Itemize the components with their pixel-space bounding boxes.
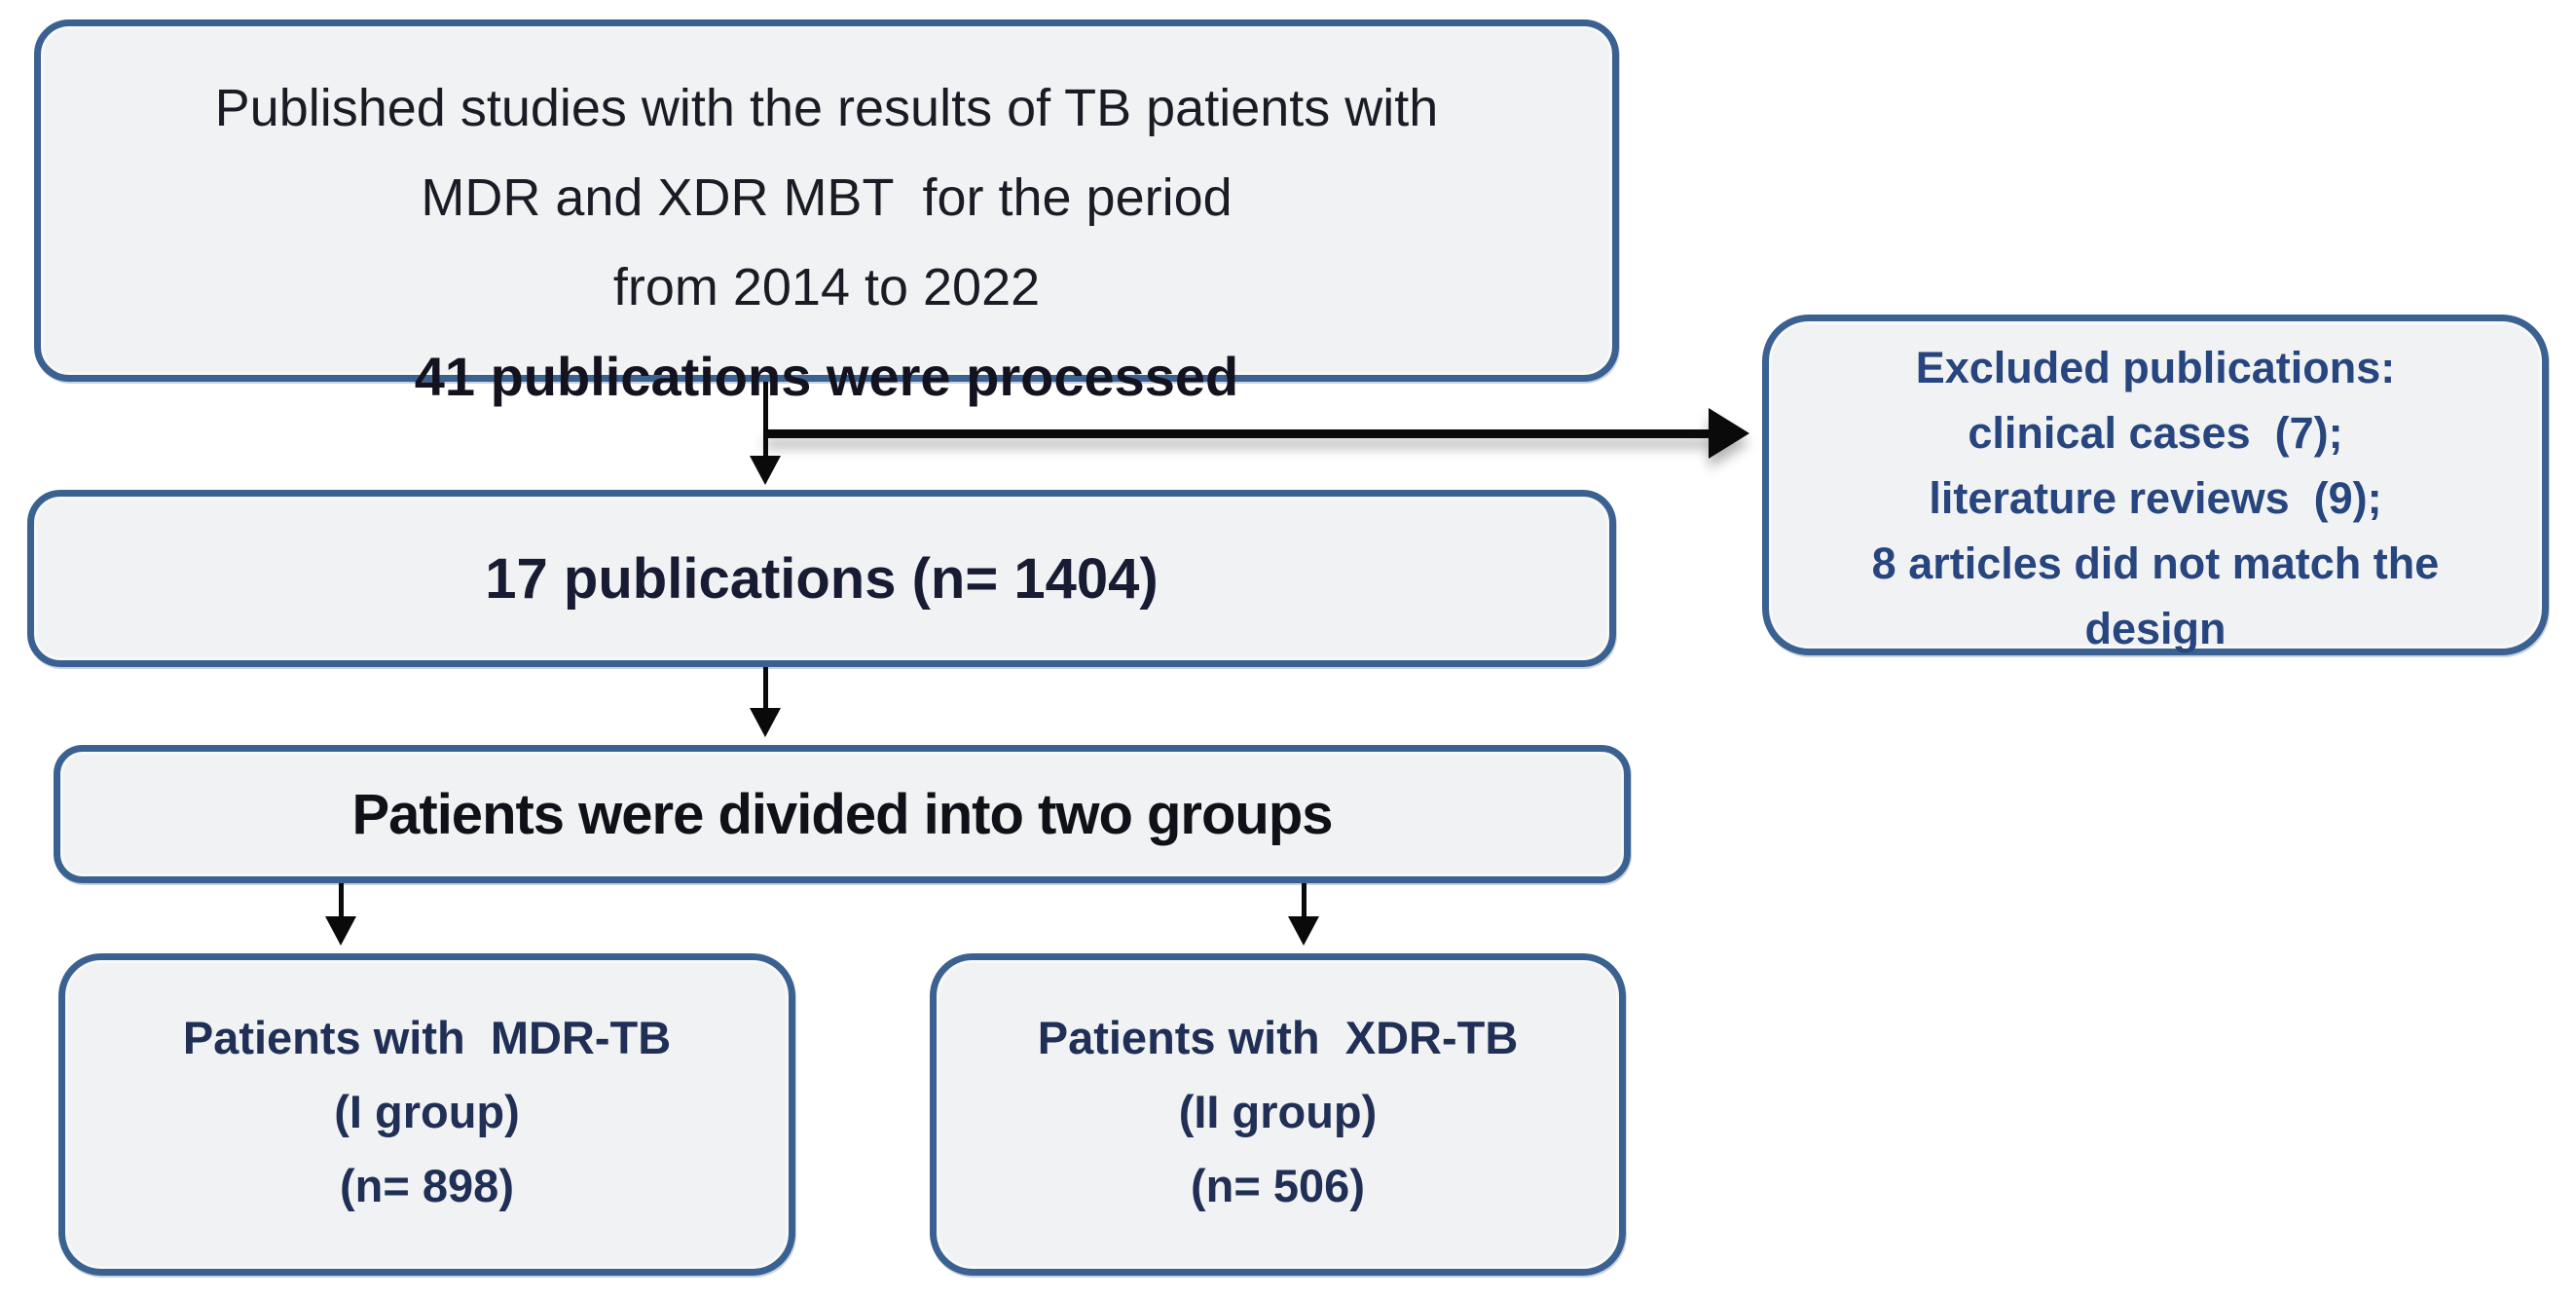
groups-split-box: Patients were divided into two groups [54,745,1631,883]
connector-groups-to-xdr [1302,883,1306,918]
arrowhead-down-included-icon [750,456,781,485]
groups-text: Patients were divided into two groups [351,782,1333,846]
connector-groups-to-mdr [339,883,344,918]
xdr-line-3: (n= 506) [1191,1160,1365,1211]
source-publications-box: Published studies with the results of TB… [34,19,1619,407]
connector-included-to-groups [763,667,768,710]
excluded-line-3: literature reviews (9); [1929,473,2382,523]
connector-source-to-included [763,382,768,460]
mdr-group-box: Patients with MDR-TB (I group) (n= 898) [58,953,795,1276]
excluded-publications-box: Excluded publications: clinical cases (7… [1762,315,2549,655]
xdr-line-1: Patients with XDR-TB [1037,1012,1519,1063]
xdr-group-box: Patients with XDR-TB (II group) (n= 506) [930,953,1626,1276]
included-publications-box: 17 publications (n= 1404) [27,490,1616,667]
arrowhead-down-mdr-icon [325,916,356,946]
source-line-2: MDR and XDR MBT for the period [421,168,1233,227]
excluded-line-4: 8 articles did not match the [1871,539,2440,588]
mdr-line-3: (n= 898) [340,1160,514,1211]
excluded-line-5: design [2084,604,2226,653]
arrowhead-down-xdr-icon [1288,916,1319,946]
excluded-line-2: clinical cases (7); [1968,408,2343,458]
arrowhead-down-groups-icon [750,708,781,737]
xdr-line-2: (II group) [1178,1086,1378,1137]
connector-exclude-line [765,429,1709,438]
source-line-3: from 2014 to 2022 [612,258,1041,316]
source-line-1: Published studies with the results of TB… [214,79,1439,137]
excluded-line-1: Excluded publications: [1915,343,2396,392]
source-line-4: 41 publications were processed [414,346,1239,407]
mdr-line-2: (I group) [334,1086,520,1137]
mdr-line-1: Patients with MDR-TB [182,1012,672,1063]
included-text: 17 publications (n= 1404) [485,546,1159,611]
arrowhead-right-excluded-icon [1709,408,1749,459]
